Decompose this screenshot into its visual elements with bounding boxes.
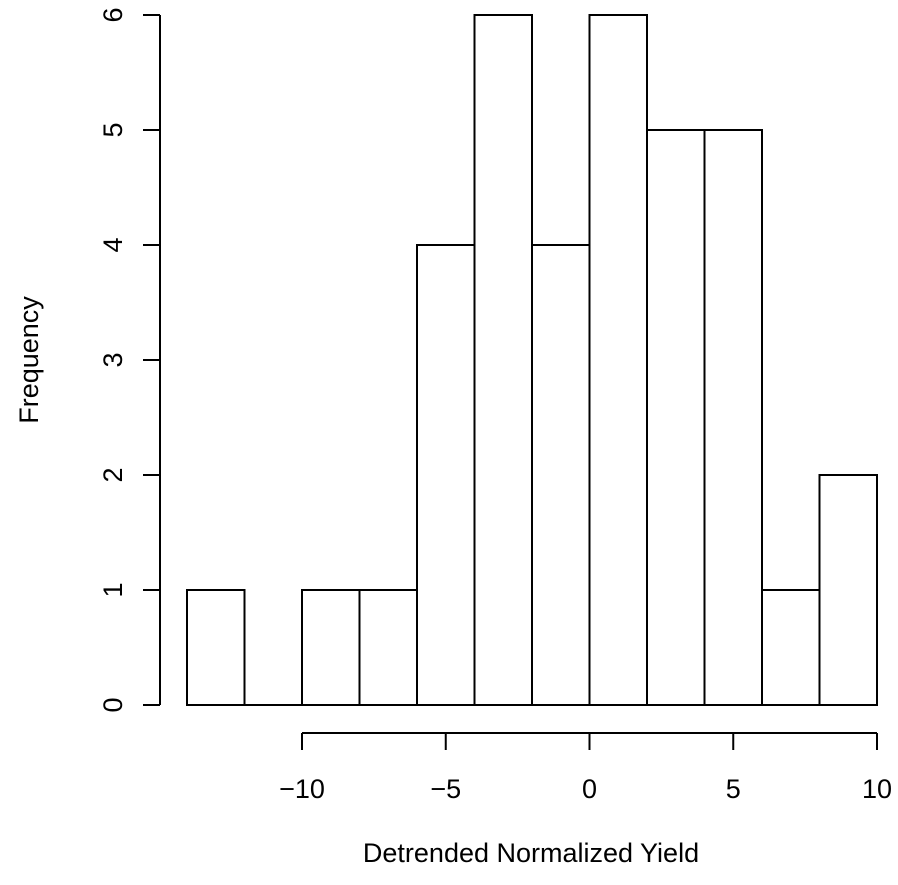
y-tick-label: 0	[98, 697, 128, 712]
histogram-bar	[588, 14, 648, 706]
x-tick-label: −5	[430, 774, 461, 804]
x-axis-title: Detrended Normalized Yield	[363, 838, 699, 868]
y-tick-label: 6	[98, 7, 128, 22]
histogram-bar	[646, 129, 706, 706]
y-tick-label: 2	[98, 467, 128, 482]
x-tick-label: 0	[582, 774, 597, 804]
y-tick-label: 1	[98, 582, 128, 597]
x-tick-label: 5	[726, 774, 741, 804]
histogram-bar	[473, 14, 533, 706]
histogram-bar	[358, 589, 418, 706]
histogram-bar	[301, 589, 361, 706]
y-tick-label: 3	[98, 352, 128, 367]
histogram-bar	[703, 129, 763, 706]
y-axis-title: Frequency	[14, 296, 44, 424]
histogram-bars	[186, 14, 878, 706]
histogram-bar	[761, 589, 821, 706]
histogram-bar	[186, 589, 246, 706]
histogram-bar	[531, 244, 591, 706]
y-tick-label: 5	[98, 122, 128, 137]
x-axis: −10 −5 0 5 10	[279, 732, 892, 804]
histogram-bar	[416, 244, 476, 706]
y-tick-label: 4	[98, 237, 128, 252]
histogram-bar	[818, 474, 878, 706]
y-axis: 0 1 2 3 4 5 6	[98, 7, 161, 713]
x-tick-label: −10	[279, 774, 325, 804]
x-tick-label: 10	[862, 774, 892, 804]
